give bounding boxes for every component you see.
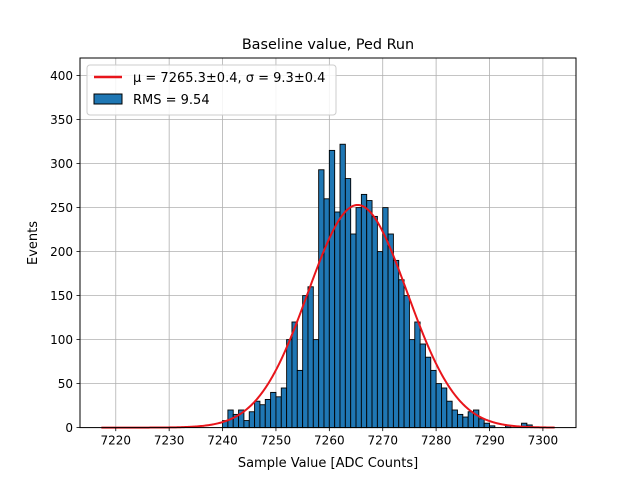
histogram-bar — [430, 369, 437, 429]
histogram-bar — [280, 387, 288, 429]
histogram-bar — [408, 339, 416, 429]
histogram-bar — [478, 418, 485, 429]
histogram-bar — [392, 259, 400, 429]
histogram-bar — [254, 400, 261, 429]
legend-fit-label: μ = 7265.3±0.4, σ = 9.3±0.4 — [133, 71, 325, 86]
histogram-bar — [419, 343, 426, 429]
histogram-bar — [334, 211, 341, 429]
histogram-bar — [323, 198, 330, 429]
legend-rms-swatch — [93, 93, 123, 105]
y-tick-label: 250 — [50, 201, 73, 215]
y-tick-label: 300 — [50, 157, 73, 171]
legend-rms-label: RMS = 9.54 — [133, 93, 210, 108]
histogram-bar — [398, 279, 405, 429]
chart-title: Baseline value, Ped Run — [242, 37, 414, 53]
y-tick-label: 350 — [50, 113, 73, 127]
histogram-bar — [307, 286, 314, 429]
histogram-bar — [483, 422, 490, 429]
x-tick-label: 7250 — [261, 434, 292, 448]
histogram-bar — [462, 416, 469, 429]
histogram-bar — [350, 233, 357, 429]
histogram-bar — [366, 200, 373, 429]
histogram-bar — [355, 207, 362, 429]
x-tick-label: 7230 — [154, 434, 185, 448]
histogram-bar — [302, 295, 309, 429]
histogram-bar — [467, 411, 474, 429]
histogram-bar — [451, 409, 458, 429]
y-axis-label: Events — [26, 221, 41, 265]
x-tick-label: 7300 — [528, 434, 559, 448]
plot-frame — [79, 57, 577, 429]
y-tick-label: 50 — [58, 377, 73, 391]
x-axis-label: Sample Value [ADC Counts] — [238, 456, 418, 471]
histogram-bar — [264, 398, 272, 429]
histogram-bar — [312, 339, 320, 429]
x-tick-label: 7280 — [421, 434, 452, 448]
histogram-bar — [291, 321, 298, 429]
histogram-bar — [286, 339, 293, 429]
histogram-bar — [360, 193, 368, 429]
legend: μ = 7265.3±0.4, σ = 9.3±0.4 RMS = 9.54 — [86, 64, 337, 116]
histogram-bar — [403, 295, 410, 429]
x-axis-ticks: 7220 7230 7240 7250 7260 7270 7280 7290 7300 — [100, 427, 559, 448]
histogram-bar — [318, 169, 325, 429]
histogram-bar — [344, 178, 352, 429]
histogram-bar — [296, 369, 304, 429]
y-tick-label: 400 — [50, 69, 73, 83]
x-tick-label: 7260 — [314, 434, 345, 448]
histogram-bar — [457, 413, 464, 429]
histogram-bar — [376, 251, 384, 429]
y-tick-label: 150 — [50, 289, 73, 303]
histogram-bar — [441, 387, 448, 429]
histogram-bar — [371, 215, 378, 429]
histogram-bar — [270, 391, 277, 429]
y-axis-ticks: 0 50 100 150 200 250 300 350 400 — [50, 69, 80, 435]
histogram-bar — [387, 233, 394, 429]
histogram-bar — [259, 404, 266, 429]
histogram-bar — [275, 396, 282, 429]
y-tick-label: 100 — [50, 333, 73, 347]
x-tick-label: 7290 — [474, 434, 505, 448]
y-tick-label: 0 — [65, 421, 73, 435]
x-tick-label: 7240 — [207, 434, 238, 448]
histogram-bar — [414, 321, 421, 429]
histogram-bar — [424, 356, 432, 429]
x-tick-label: 7220 — [100, 434, 131, 448]
histogram-bar — [243, 420, 250, 429]
legend-box — [86, 64, 337, 116]
histogram-bar — [339, 143, 346, 429]
histogram-bar — [446, 400, 453, 429]
histogram-bar — [328, 149, 336, 429]
histogram-bar — [435, 383, 442, 429]
y-tick-label: 200 — [50, 245, 73, 259]
histogram-bar — [248, 411, 256, 429]
x-tick-label: 7270 — [367, 434, 398, 448]
